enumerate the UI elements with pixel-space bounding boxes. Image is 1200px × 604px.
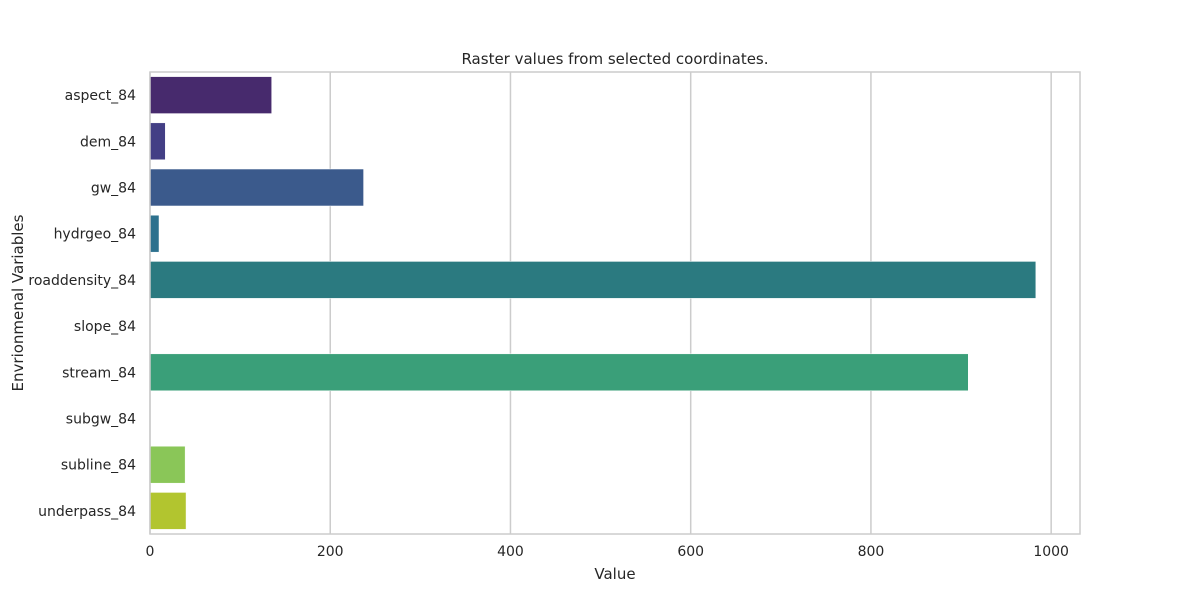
y-tick-label: subgw_84: [66, 412, 136, 428]
y-tick-label: stream_84: [62, 365, 136, 381]
y-tick-label: underpass_84: [38, 504, 136, 520]
x-tick-label: 1000: [1033, 544, 1069, 560]
bar-underpass-84: [149, 492, 187, 530]
bars: [149, 76, 1037, 530]
y-tick-label: subline_84: [61, 458, 136, 474]
bar-hydrgeo-84: [149, 214, 160, 253]
bar-dem-84: [149, 122, 166, 161]
y-axis-label: Envrionmenal Variables: [9, 214, 27, 391]
x-tick-label: 0: [146, 544, 155, 560]
chart-title: Raster values from selected coordinates.: [461, 50, 768, 68]
x-tick-label: 600: [677, 544, 704, 560]
x-tick-labels: 0 200 400 600 800 1000: [146, 544, 1069, 560]
y-tick-label: dem_84: [80, 134, 136, 150]
bar-subline-84: [149, 445, 186, 484]
bar-roaddensity-84: [149, 261, 1037, 299]
gridlines: [149, 72, 1052, 534]
bar-aspect-84: [149, 76, 272, 114]
bar-stream-84: [149, 353, 969, 392]
x-tick-label: 200: [317, 544, 344, 560]
bar-gw-84: [149, 168, 364, 207]
y-tick-labels: aspect_84 dem_84 gw_84 hydrgeo_84 roaddensit…: [28, 88, 136, 520]
y-tick-label: gw_84: [91, 181, 136, 197]
x-axis-label: Value: [594, 565, 635, 583]
y-tick-label: aspect_84: [65, 88, 136, 104]
plot-frame: [149, 71, 1081, 535]
x-tick-label: 400: [497, 544, 524, 560]
y-tick-label: roaddensity_84: [28, 273, 136, 289]
x-tick-label: 800: [858, 544, 885, 560]
y-tick-label: slope_84: [74, 319, 136, 335]
y-tick-label: hydrgeo_84: [54, 227, 137, 243]
